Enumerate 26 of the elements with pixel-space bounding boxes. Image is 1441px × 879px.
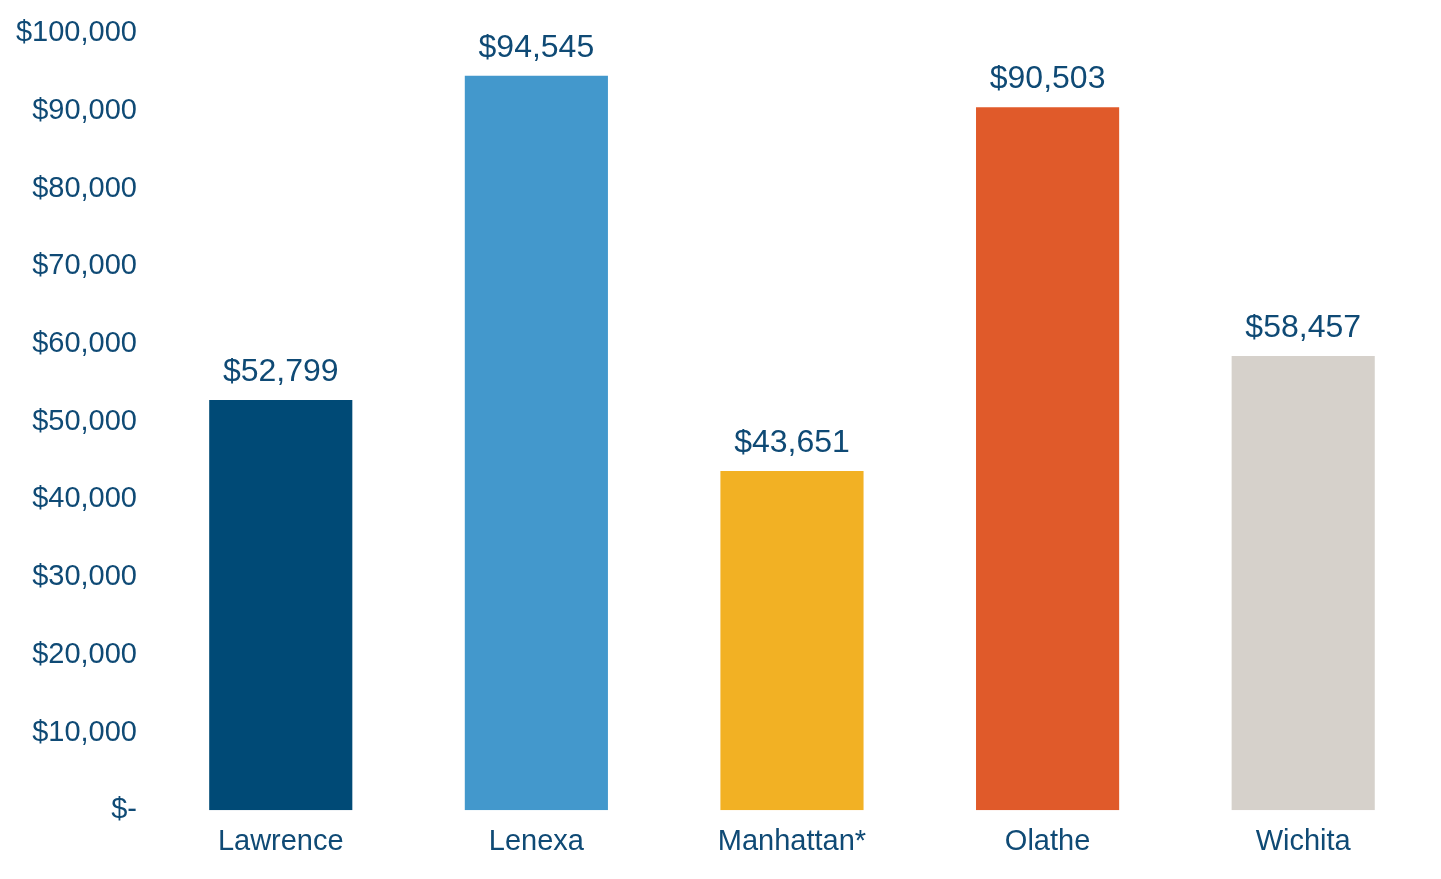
y-tick-label: $50,000	[32, 403, 137, 436]
y-tick-label: $80,000	[32, 170, 137, 203]
data-label: $90,503	[989, 59, 1106, 95]
bar	[464, 75, 608, 811]
bar	[976, 107, 1120, 811]
data-label: $94,545	[478, 27, 595, 64]
x-tick-label: Lenexa	[488, 823, 585, 856]
bar	[720, 471, 864, 811]
data-label: $58,457	[1245, 307, 1362, 344]
data-label: $43,651	[734, 422, 850, 459]
y-tick-label: $70,000	[32, 248, 137, 281]
x-tick-label: Olathe	[1004, 823, 1091, 856]
y-tick-label: $40,000	[32, 481, 137, 514]
y-tick-label: $10,000	[32, 714, 137, 747]
x-tick-label: Lawrence	[217, 823, 344, 856]
data-label: $52,799	[222, 351, 339, 388]
y-tick-label: $20,000	[32, 636, 137, 669]
y-tick-label: $-	[111, 792, 137, 825]
x-tick-label: Manhattan*	[717, 823, 867, 856]
x-tick-label: Wichita	[1255, 823, 1352, 856]
y-tick-label: $90,000	[32, 93, 137, 126]
y-tick-label: $30,000	[32, 559, 137, 592]
bar	[209, 400, 353, 811]
bar	[1231, 356, 1375, 811]
y-tick-label: $100,000	[15, 15, 137, 48]
y-tick-label: $60,000	[32, 326, 137, 359]
